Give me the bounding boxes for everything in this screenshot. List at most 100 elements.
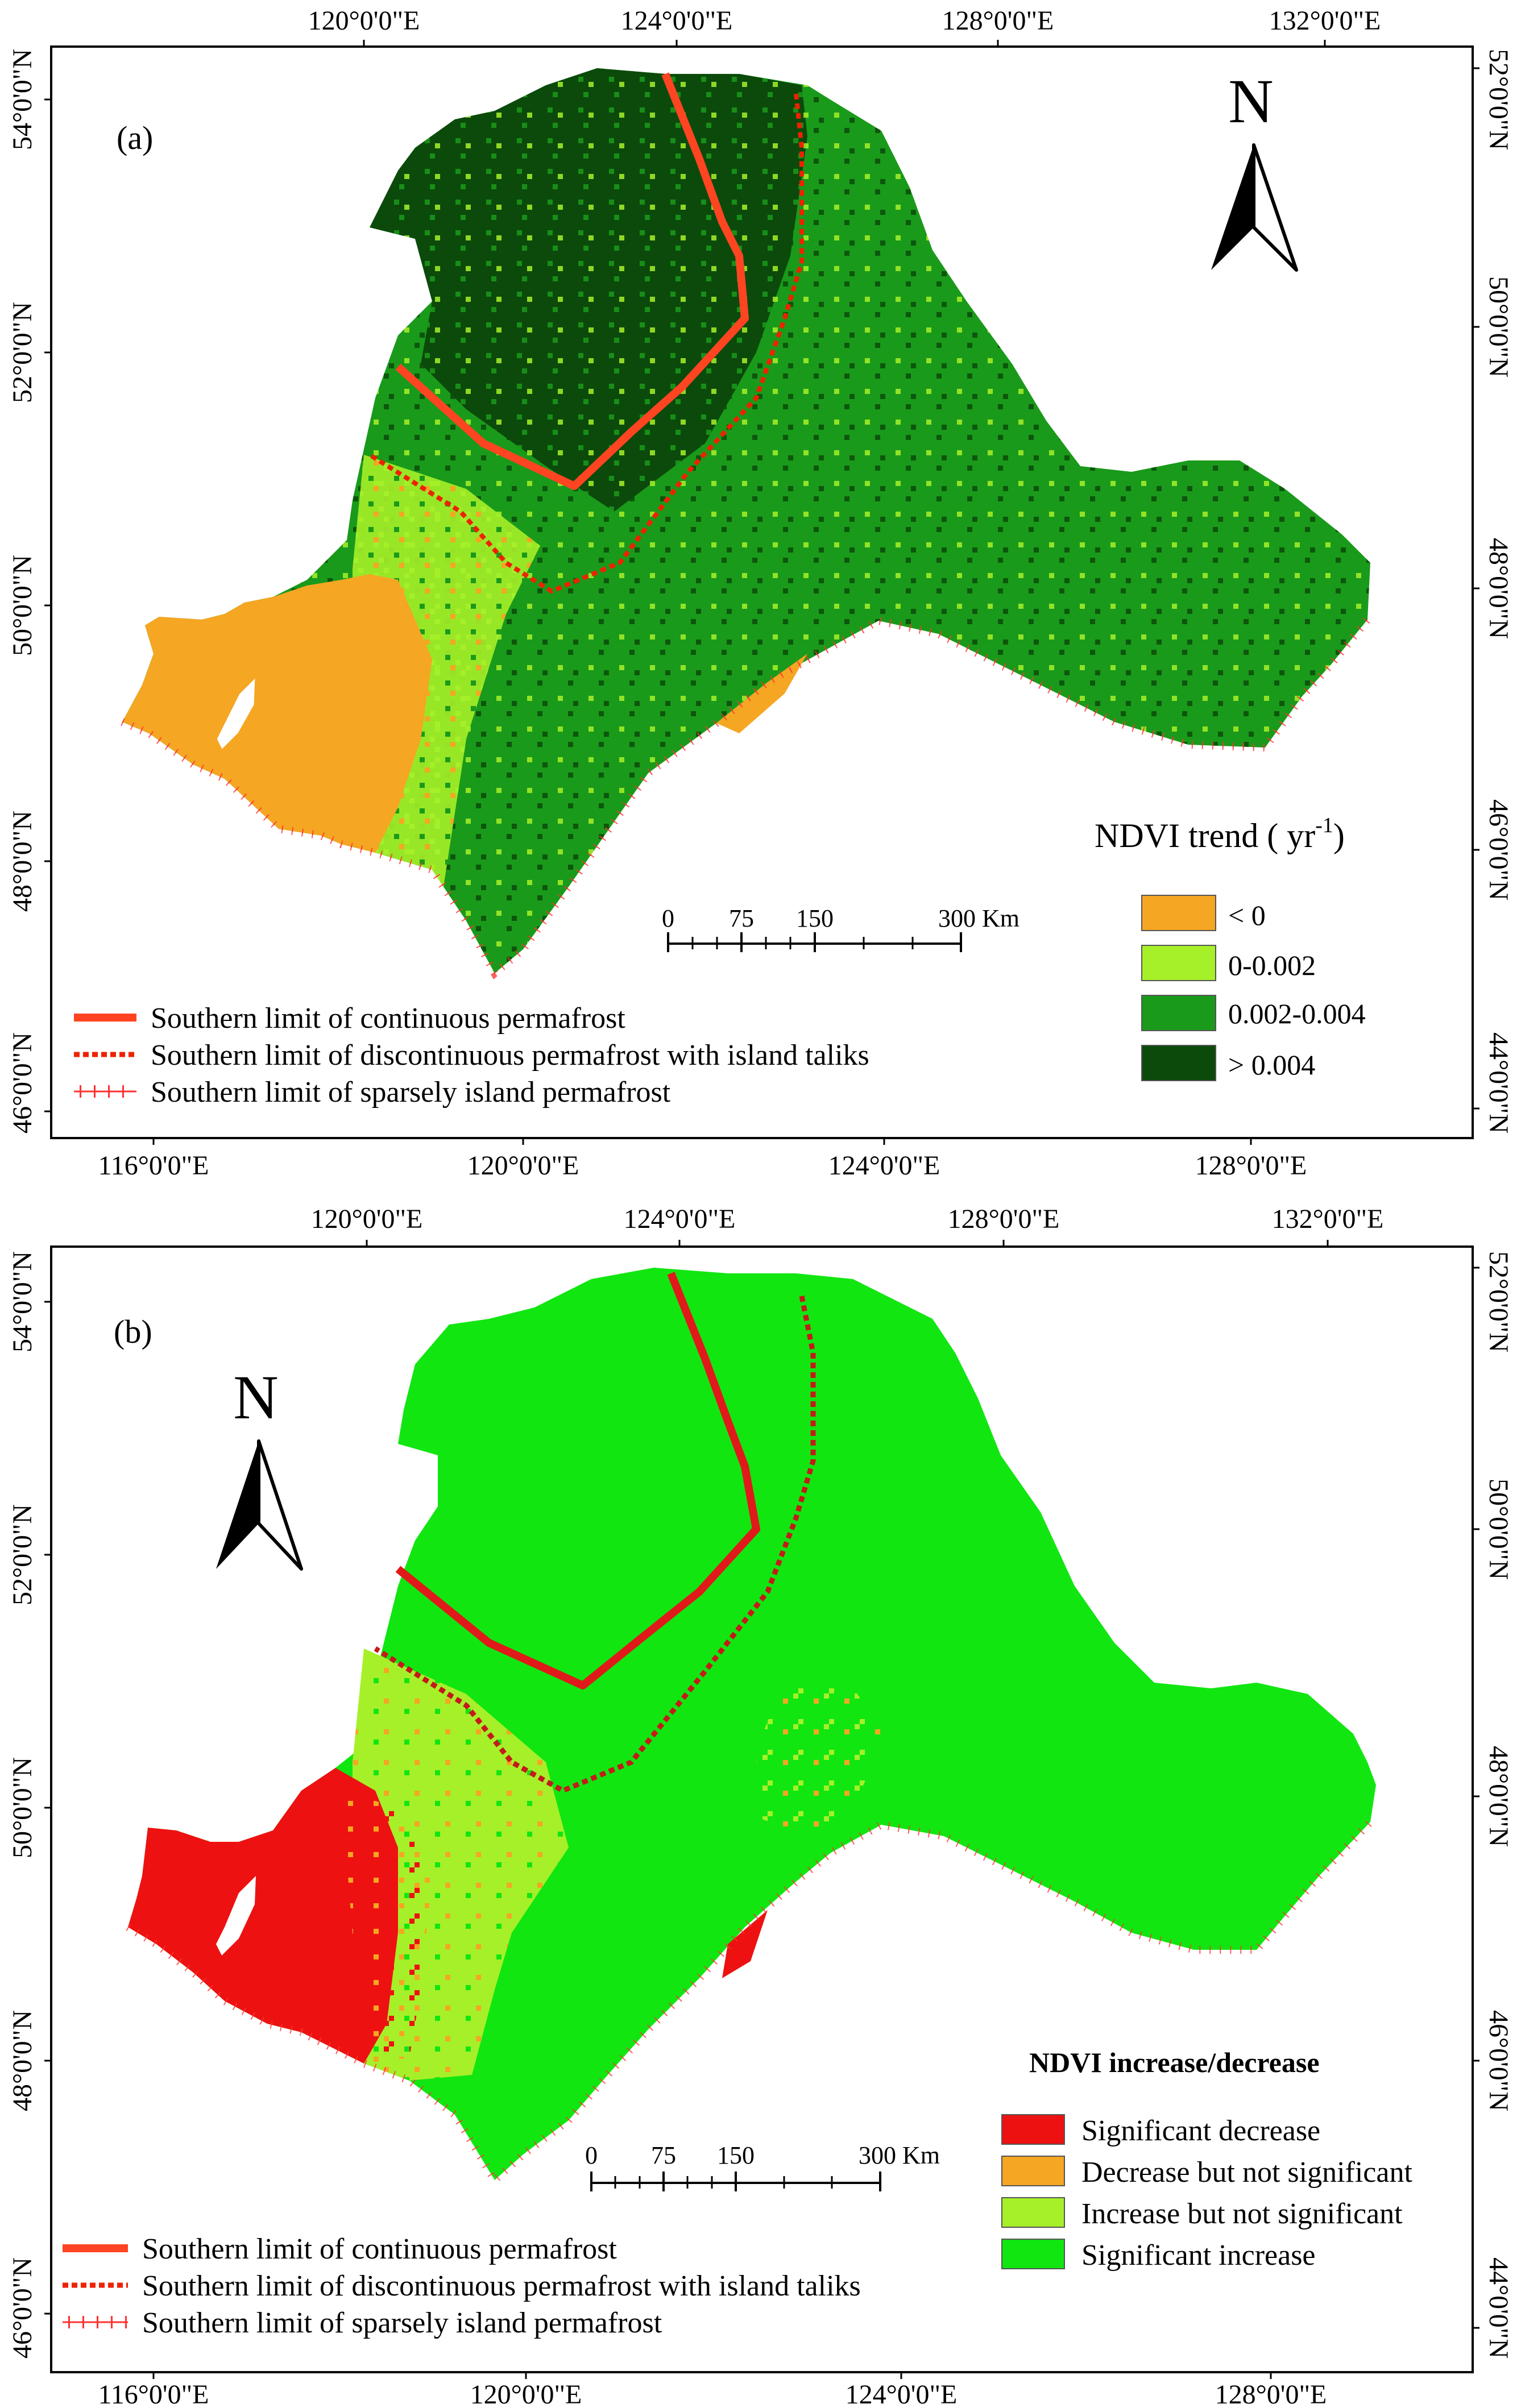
panel-b-bottom-ticks: 116°0'0"E 120°0'0"E 124°0'0"E 128°0'0"E [98,2372,1327,2408]
panel-b-scale-label: 300 Km [859,2141,940,2169]
panel-a-legend-item: 0-0.002 [1228,949,1316,981]
panel-b-legend-item: Decrease but not significant [1081,2156,1412,2189]
panel-b-map-region [128,1268,1376,2180]
panel-a-right-tick-label: 46°0'0"N [1483,799,1514,900]
panel-b-significant-decrease [128,1768,398,2064]
panel-b-lake-hole [216,1876,256,1956]
panel-b-bottom-tick-label: 128°0'0"E [1215,2380,1327,2408]
panel-a-scale-bar: 0 75 150 300 Km [662,904,1019,952]
panel-a-right-tick-label: 48°0'0"N [1483,538,1514,639]
panel-a-left-tick-label: 54°0'0"N [7,49,38,150]
panel-b-legend-title: NDVI increase/decrease [1029,2046,1320,2078]
panel-a-label: (a) [117,119,153,156]
panel-b-scale-label: 150 [717,2141,755,2169]
panel-a-southeast-patch [716,654,807,733]
panel-a-top-tick-label: 128°0'0"E [942,6,1054,36]
panel-b-right-ticks: 52°0'0"N 50°0'0"N 48°0'0"N 46°0'0"N 44°0… [1473,1251,1514,2359]
panel-a-continuous-limit-line [395,72,749,490]
panel-a-legend-title: NDVI trend ( yr-1) [1095,813,1345,854]
panel-b-legend-line-label: Southern limit of discontinuous permafro… [142,2270,861,2302]
panel-b-decrease-mix [341,1791,432,2064]
panel-a-legend-item: > 0.004 [1228,1049,1315,1081]
panel-a-bottom-tick-label: 124°0'0"E [828,1151,940,1181]
panel-b: (b) N 0 75 150 300 Km NDVI increase/decr… [7,1204,1514,2408]
panel-b-continuous-limit-line [395,1272,760,1689]
panel-a-bottom-tick-label: 128°0'0"E [1195,1151,1307,1181]
panel-b-bottom-tick-label: 124°0'0"E [846,2380,958,2408]
panel-a-bottom-tick-label: 116°0'0"E [98,1151,209,1181]
panel-b-scale-label: 0 [585,2141,598,2169]
panel-b-legend-line-label: Southern limit of sparsely island permaf… [142,2307,662,2339]
panel-a-left-ticks: 54°0'0"N 52°0'0"N 50°0'0"N 48°0'0"N 46°0… [7,49,51,1134]
panel-b-top-ticks: 120°0'0"E 124°0'0"E 128°0'0"E 132°0'0"E [311,1204,1383,1247]
panel-b-left-tick-label: 52°0'0"N [7,1504,38,1605]
panel-a-right-tick-label: 52°0'0"N [1483,49,1514,150]
panel-a-left-tick-label: 52°0'0"N [7,302,38,403]
panel-b-left-tick-label: 50°0'0"N [7,1757,38,1858]
panel-a-lake-hole [216,676,256,750]
panel-a-scale-label: 0 [662,904,674,932]
panel-a-left-tick-label: 48°0'0"N [7,811,38,912]
panel-b-line-legend: Southern limit of continuous permafrost … [63,2233,861,2339]
panel-a-legend-line-label: Southern limit of discontinuous permafro… [151,1039,869,1072]
panel-b-ndvi-legend: NDVI increase/decrease Significant decre… [1001,2046,1412,2272]
panel-a-discontinuous-limit-line [368,93,804,594]
panel-a-top-tick-label: 120°0'0"E [308,6,420,36]
panel-b-north-arrow-right [257,1439,303,1571]
panel-b-right-tick-label: 48°0'0"N [1483,1746,1514,1847]
panel-b-legend-item: Increase but not significant [1081,2198,1403,2230]
panel-a: (a) N 0 75 150 300 Km NDVI tr [7,6,1514,1181]
panel-a-top-tick-label: 132°0'0"E [1269,6,1381,36]
panel-b-scale-bar: 0 75 150 300 Km [585,2141,940,2191]
panel-a-ndvi-legend: NDVI trend ( yr-1) < 0 0-0.002 0.002-0.0… [1095,813,1366,1081]
panel-b-right-tick-label: 46°0'0"N [1483,2010,1514,2111]
panel-a-scale-label: 300 Km [938,904,1019,932]
panel-a-left-tick-label: 46°0'0"N [7,1032,38,1134]
panel-a-left-tick-label: 50°0'0"N [7,555,38,656]
panel-b-southeast-patch [722,1910,768,1978]
panel-b-legend-swatch [1001,2197,1065,2228]
panel-b-left-ticks: 54°0'0"N 52°0'0"N 50°0'0"N 48°0'0"N 46°0… [7,1251,51,2359]
panel-b-legend-swatch [1001,2239,1065,2269]
panel-a-bottom-ticks: 116°0'0"E 120°0'0"E 124°0'0"E 128°0'0"E [98,1138,1307,1181]
panel-b-top-tick-label: 120°0'0"E [311,1204,423,1234]
panel-b-north-arrow: N [216,1363,303,1571]
panel-b-label: (b) [114,1313,152,1350]
panel-a-top-ticks: 120°0'0"E 124°0'0"E 128°0'0"E 132°0'0"E [308,6,1381,47]
panel-b-left-tick-label: 54°0'0"N [7,1251,38,1352]
panel-a-legend-swatch [1141,995,1216,1031]
panel-a-legend-line-label: Southern limit of sparsely island permaf… [151,1076,671,1108]
panel-a-north-letter: N [1228,67,1273,136]
panel-a-line-legend: Southern limit of continuous permafrost … [74,1002,869,1108]
panel-b-legend-item: Significant increase [1081,2239,1316,2272]
panel-a-legend-item: 0.002-0.004 [1228,998,1366,1029]
panel-b-legend-swatch [1001,2114,1065,2145]
panel-b-left-tick-label: 48°0'0"N [7,2010,38,2111]
panel-b-right-tick-label: 44°0'0"N [1483,2257,1514,2359]
panel-a-right-ticks: 52°0'0"N 50°0'0"N 48°0'0"N 46°0'0"N 44°0… [1473,49,1514,1134]
panel-a-legend-item: < 0 [1228,899,1266,931]
panel-b-discontinuous-limit-line [374,1296,816,1793]
panel-a-lake-outline [215,674,257,752]
panel-a-scale-label: 75 [729,904,754,932]
panel-b-top-tick-label: 128°0'0"E [948,1204,1060,1234]
panel-a-scale-label: 150 [796,904,834,932]
panel-a-right-tick-label: 44°0'0"N [1483,1032,1514,1134]
panel-b-legend-swatch [1001,2156,1065,2186]
panel-b-top-tick-label: 124°0'0"E [624,1204,736,1234]
panel-a-legend-line-label: Southern limit of continuous permafrost [151,1002,625,1035]
panel-a-north-arrow-right [1252,143,1298,272]
panel-a-legend-swatch [1141,1045,1216,1081]
panel-b-north-letter: N [233,1363,278,1432]
panel-b-right-tick-label: 50°0'0"N [1483,1479,1514,1580]
panel-a-legend-swatch [1141,945,1216,981]
panel-a-negative-area [122,574,432,853]
panel-b-texture-east [756,1677,887,1836]
panel-b-legend-line-label: Southern limit of continuous permafrost [142,2233,617,2265]
panel-a-map-region [122,68,1370,973]
panel-a-right-tick-label: 50°0'0"N [1483,276,1514,377]
panel-b-left-tick-label: 46°0'0"N [7,2257,38,2359]
panel-a-top-tick-label: 124°0'0"E [621,6,733,36]
panel-b-scale-label: 75 [651,2141,676,2169]
